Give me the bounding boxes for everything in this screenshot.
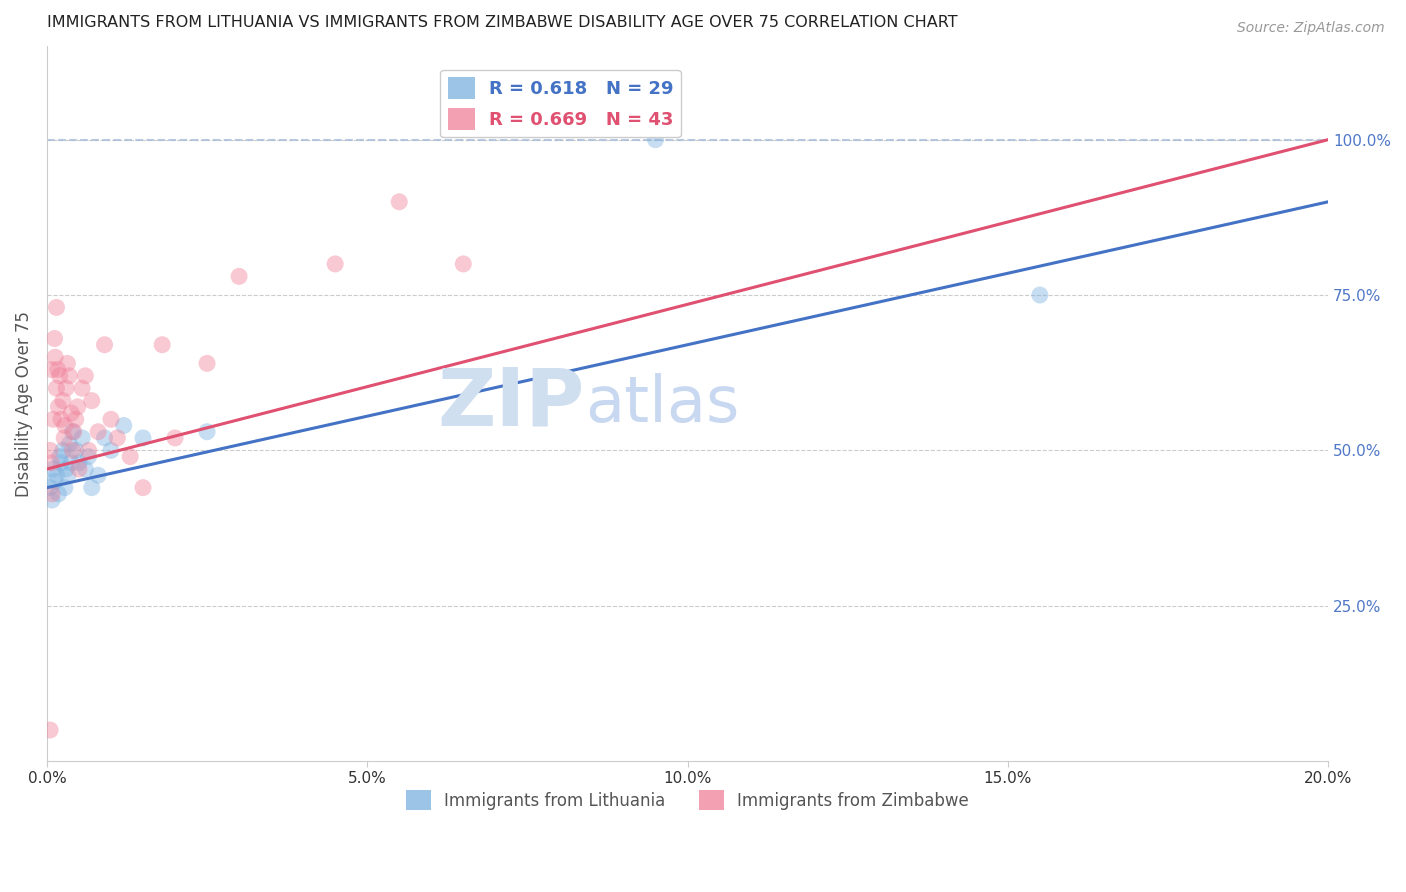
Point (163, 431, 186, 445)
Point (1029, 288, 1052, 302)
Text: IMMIGRANTS FROM LITHUANIA VS IMMIGRANTS FROM ZIMBABWE DISABILITY AGE OVER 75 COR: IMMIGRANTS FROM LITHUANIA VS IMMIGRANTS … (46, 15, 957, 30)
Point (75, 462, 97, 476)
Point (67, 456, 90, 470)
Point (44, 331, 66, 345)
Point (67, 462, 90, 476)
Point (77, 450, 100, 464)
Point (52, 443, 75, 458)
Legend: Immigrants from Lithuania, Immigrants from Zimbabwe: Immigrants from Lithuania, Immigrants fr… (399, 783, 976, 817)
Point (87, 425, 110, 439)
Point (93, 337, 115, 351)
Point (195, 425, 218, 439)
Point (70, 381, 93, 395)
Point (77, 443, 100, 458)
Point (44, 350, 66, 364)
Point (100, 443, 122, 458)
Point (60, 406, 83, 420)
Point (323, 257, 346, 271)
Point (62, 425, 84, 439)
Point (80, 481, 103, 495)
Point (39, 481, 62, 495)
Point (105, 431, 128, 445)
Point (49, 456, 72, 470)
Point (42, 462, 65, 476)
Point (41, 456, 63, 470)
Point (150, 337, 173, 351)
Point (45, 301, 67, 315)
Point (46, 362, 69, 376)
Point (388, 194, 411, 209)
Point (48, 450, 70, 464)
Point (132, 431, 155, 445)
Point (53, 431, 76, 445)
Point (48, 400, 70, 414)
Point (53, 418, 76, 433)
Point (65, 412, 87, 426)
Point (75, 368, 97, 383)
Point (42, 412, 65, 426)
Point (56, 468, 79, 483)
Point (644, 133, 666, 147)
Point (112, 418, 135, 433)
Point (100, 412, 122, 426)
Point (58, 368, 80, 383)
Text: atlas: atlas (585, 373, 740, 434)
Point (80, 393, 103, 408)
Point (93, 431, 115, 445)
Point (62, 425, 84, 439)
Point (70, 431, 93, 445)
Text: Source: ZipAtlas.com: Source: ZipAtlas.com (1237, 21, 1385, 35)
Point (65, 443, 87, 458)
Point (120, 450, 142, 464)
Point (87, 468, 110, 483)
Point (55, 381, 77, 395)
Point (45, 381, 67, 395)
Point (58, 437, 80, 451)
Point (48, 487, 70, 501)
Y-axis label: Disability Age Over 75: Disability Age Over 75 (15, 310, 32, 497)
Point (49, 412, 72, 426)
Point (60, 456, 83, 470)
Point (453, 257, 475, 271)
Point (41, 493, 63, 508)
Point (41, 487, 63, 501)
Text: ZIP: ZIP (437, 365, 585, 442)
Point (195, 356, 218, 370)
Point (52, 393, 75, 408)
Point (53, 481, 76, 495)
Point (132, 481, 155, 495)
Point (44, 475, 66, 489)
Point (48, 368, 70, 383)
Point (39, 723, 62, 737)
Point (45, 468, 67, 483)
Point (56, 356, 79, 370)
Point (55, 462, 77, 476)
Point (62, 443, 84, 458)
Point (41, 362, 63, 376)
Point (39, 443, 62, 458)
Point (66, 400, 89, 414)
Point (228, 269, 250, 284)
